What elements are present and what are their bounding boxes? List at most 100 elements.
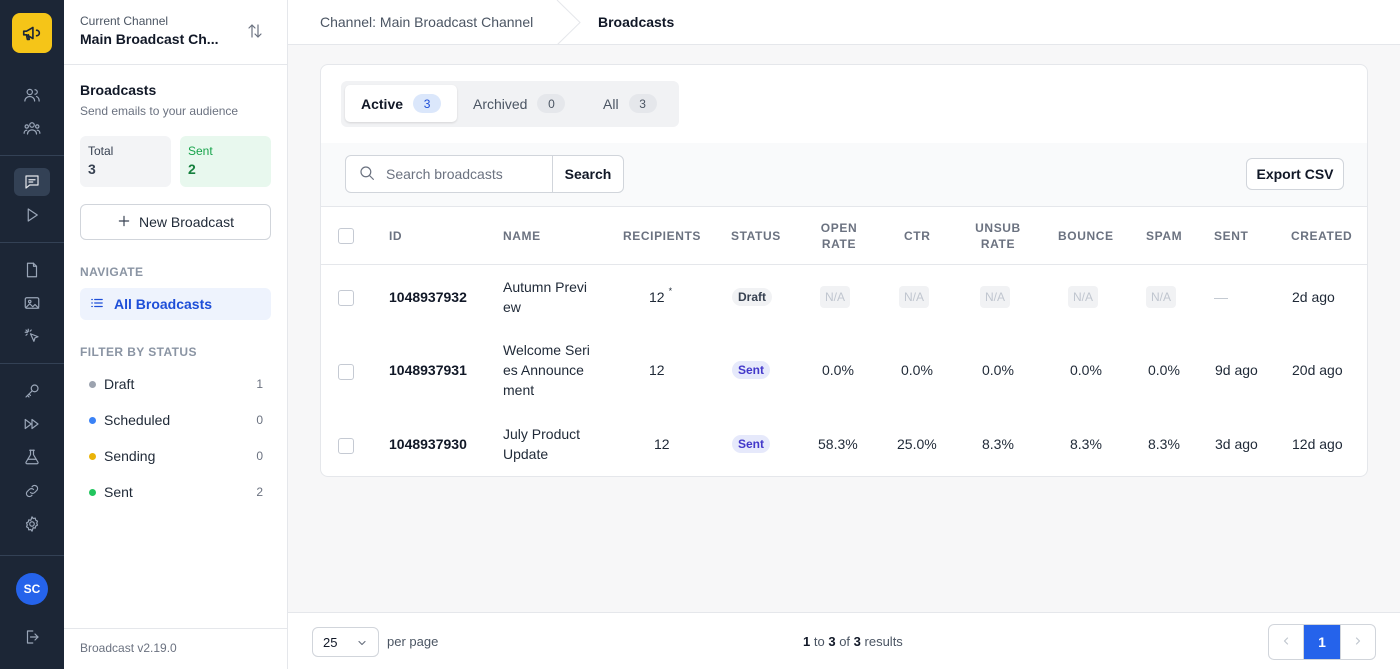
play-icon[interactable]	[14, 201, 50, 229]
na-chip: N/A	[1068, 286, 1099, 308]
column-header-created[interactable]: CREATED	[1291, 228, 1353, 243]
filter-label: Draft	[104, 376, 135, 392]
header-line: OPEN	[820, 220, 858, 235]
previous-page-button[interactable]	[1269, 625, 1305, 659]
column-header-sent[interactable]: SENT	[1214, 228, 1249, 243]
select-all-checkbox[interactable]	[338, 228, 354, 244]
pagination: 1	[1268, 624, 1376, 660]
filter-count: 0	[256, 413, 263, 427]
row-checkbox[interactable]	[338, 364, 354, 380]
filter-sending[interactable]: Sending 0	[80, 444, 271, 468]
filter-count: 1	[256, 377, 263, 391]
status-tabs: Active 3 Archived 0 All 3	[341, 81, 679, 127]
column-header-bounce[interactable]: BOUNCE	[1058, 228, 1114, 243]
bounce-rate: 8.3%	[1070, 436, 1102, 452]
avatar[interactable]: SC	[16, 573, 48, 605]
filter-sent[interactable]: Sent 2	[80, 480, 271, 504]
sent-time: 3d ago	[1215, 436, 1258, 452]
tab-all[interactable]: All 3	[587, 85, 675, 122]
recipients-value: 12	[649, 289, 665, 305]
side-panel: Current Channel Main Broadcast Ch... Bro…	[64, 0, 288, 669]
link-icon[interactable]	[14, 477, 50, 505]
ctr: 0.0%	[901, 362, 933, 378]
swap-vertical-icon[interactable]	[246, 22, 264, 43]
channel-switcher[interactable]: Current Channel Main Broadcast Ch...	[80, 14, 272, 47]
tab-archived[interactable]: Archived 0	[457, 85, 585, 122]
header-line: RATE	[980, 236, 1016, 251]
pagination-footer: 25 per page 1 to 3 of 3 results 1	[288, 612, 1400, 669]
image-icon[interactable]	[14, 289, 50, 317]
column-header-spam[interactable]: SPAM	[1146, 228, 1183, 243]
filter-label: Sent	[104, 484, 133, 500]
tab-active[interactable]: Active 3	[345, 85, 457, 122]
cursor-click-icon[interactable]	[14, 322, 50, 350]
beaker-icon[interactable]	[14, 443, 50, 471]
fast-forward-icon[interactable]	[14, 410, 50, 438]
new-broadcast-button[interactable]: New Broadcast	[80, 204, 271, 240]
open-rate: N/A	[820, 285, 851, 309]
sent-stat-label: Sent	[188, 144, 213, 158]
header-line: RATE	[821, 236, 857, 251]
broadcast-name[interactable]: Welcome Series Announcement	[503, 342, 590, 398]
broadcast-id: 1048937930	[389, 436, 467, 452]
panel-divider	[64, 64, 287, 65]
contacts-icon[interactable]	[14, 81, 50, 109]
na-chip: N/A	[899, 286, 930, 308]
key-icon[interactable]	[14, 377, 50, 405]
total-stat-label: Total	[88, 144, 114, 158]
column-header-unsub-rate[interactable]: UNSUB RATE	[975, 207, 1021, 264]
bounce-rate: 0.0%	[1070, 362, 1102, 378]
tab-label: Archived	[473, 95, 528, 112]
next-page-button[interactable]	[1339, 625, 1375, 659]
status-dot	[89, 416, 96, 424]
filter-heading: FILTER BY STATUS	[80, 345, 197, 359]
broadcasts-card: Active 3 Archived 0 All 3 Search Export …	[320, 64, 1368, 477]
breadcrumb-channel-link[interactable]: Channel: Main Broadcast Channel	[320, 14, 534, 30]
column-header-name[interactable]: NAME	[503, 228, 541, 243]
tab-label: Active	[361, 95, 404, 112]
filter-label: Scheduled	[104, 412, 171, 428]
search-button[interactable]: Search	[552, 155, 624, 193]
filter-label: Sending	[104, 448, 156, 464]
total-stat-value: 3	[88, 161, 96, 177]
recipients-count: 12	[649, 362, 665, 378]
per-page-select[interactable]: 25	[312, 627, 379, 657]
broadcasts-icon[interactable]	[14, 168, 50, 196]
search-icon	[358, 164, 376, 185]
broadcast-id: 1048937931	[389, 362, 467, 378]
column-header-recipients[interactable]: RECIPIENTS	[623, 228, 702, 243]
tab-count-badge: 3	[628, 94, 657, 113]
broadcast-name[interactable]: Autumn Preview	[503, 279, 588, 315]
groups-icon[interactable]	[14, 114, 50, 142]
search-input[interactable]	[386, 166, 536, 182]
open-rate: 0.0%	[822, 362, 854, 378]
row-checkbox[interactable]	[338, 438, 354, 454]
document-icon[interactable]	[14, 256, 50, 284]
na-chip: N/A	[820, 286, 851, 308]
status-badge: Sent	[732, 360, 771, 380]
nav-all-broadcasts[interactable]: All Broadcasts	[80, 288, 271, 320]
logout-icon[interactable]	[14, 623, 50, 651]
column-header-open-rate[interactable]: OPEN RATE	[821, 207, 857, 264]
filter-scheduled[interactable]: Scheduled 0	[80, 408, 271, 432]
search-field[interactable]	[345, 155, 553, 193]
column-header-ctr[interactable]: CTR	[904, 228, 931, 243]
column-header-status[interactable]: STATUS	[731, 228, 781, 243]
filter-draft[interactable]: Draft 1	[80, 372, 271, 396]
sent-time: —	[1214, 289, 1228, 305]
export-csv-button[interactable]: Export CSV	[1246, 158, 1344, 190]
row-checkbox[interactable]	[338, 290, 354, 306]
results-text: to	[813, 634, 825, 649]
megaphone-icon[interactable]	[12, 13, 52, 53]
gear-icon[interactable]	[14, 510, 50, 538]
rail-divider	[0, 242, 64, 243]
na-chip: N/A	[980, 286, 1011, 308]
page-button-current[interactable]: 1	[1304, 625, 1340, 659]
status-pill: Draft	[732, 288, 773, 306]
broadcast-name[interactable]: July Product Update	[503, 426, 581, 462]
results-from: 1	[803, 634, 811, 649]
spam-rate: 8.3%	[1148, 436, 1180, 452]
status-badge: Draft	[732, 287, 773, 307]
created-time: 2d ago	[1292, 289, 1335, 305]
column-header-id[interactable]: ID	[389, 228, 403, 243]
